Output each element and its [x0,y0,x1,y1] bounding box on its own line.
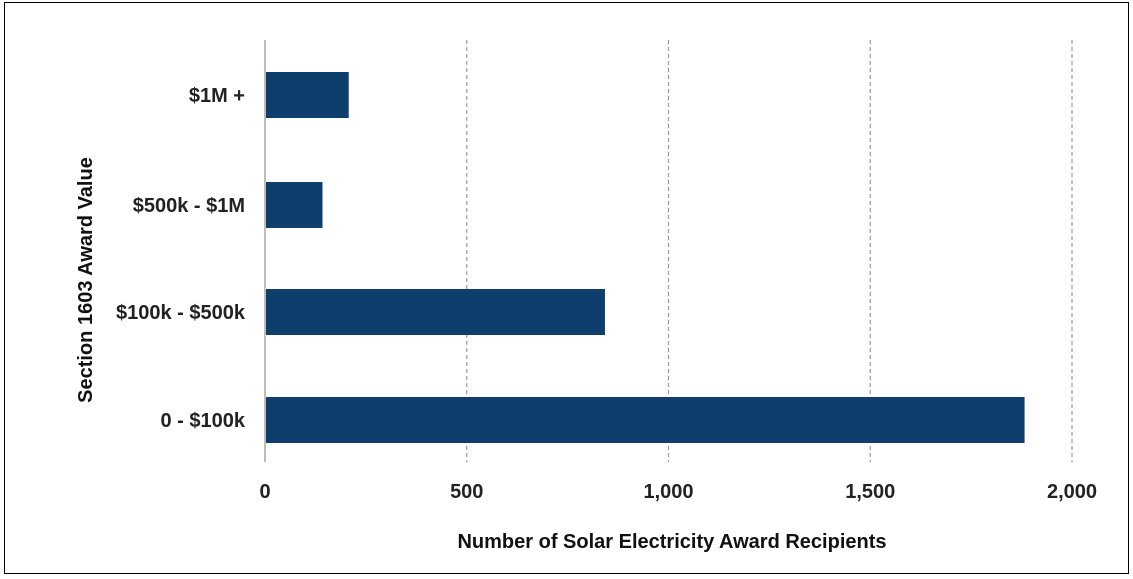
chart-frame [4,2,1129,574]
bar [266,72,349,118]
category-label: $100k - $500k [116,302,246,324]
category-label: 0 - $100k [160,410,245,432]
x-tick-label: 0 [259,481,270,503]
bars [266,72,1025,443]
y-axis-title: Section 1603 Award Value [75,157,97,403]
category-label: $500k - $1M [133,195,245,217]
bar [266,289,605,335]
category-labels: 0 - $100k $100k - $500k $500k - $1M $1M + [116,85,246,432]
x-tick-label: 2,000 [1047,481,1097,503]
bar [266,182,323,228]
x-tick-label: 1,000 [643,481,693,503]
gridlines [466,40,1073,462]
x-tick-labels: 0 500 1,000 1,500 2,000 [259,481,1097,503]
x-axis-title: Number of Solar Electricity Award Recipi… [457,531,886,553]
category-label: $1M + [189,85,245,107]
x-tick-label: 1,500 [845,481,895,503]
x-tick-label: 500 [450,481,483,503]
bar [266,397,1025,443]
